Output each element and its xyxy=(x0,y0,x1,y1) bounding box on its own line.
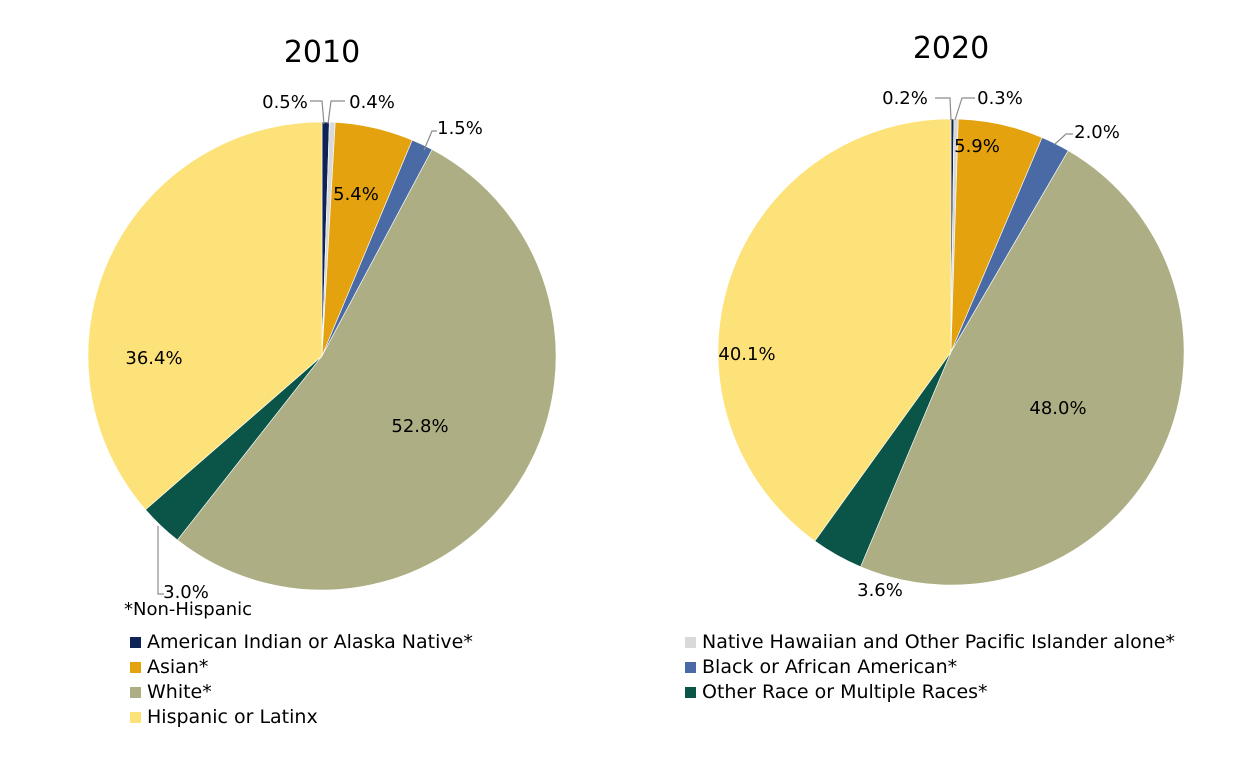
chart-title: 2010 xyxy=(284,35,360,70)
legend-swatch xyxy=(130,637,141,648)
data-label: 0.2% xyxy=(882,88,928,109)
data-label: 40.1% xyxy=(718,344,775,365)
data-label: 3.0% xyxy=(163,582,209,603)
legend-item: American Indian or Alaska Native* xyxy=(130,630,473,655)
legend-item: Hispanic or Latinx xyxy=(130,705,473,730)
legend-item: Other Race or Multiple Races* xyxy=(685,680,1175,705)
pie-slice xyxy=(860,150,1185,586)
legend-item: Native Hawaiian and Other Pacific Island… xyxy=(685,630,1175,655)
legend-swatch xyxy=(130,662,141,673)
data-label: 0.3% xyxy=(977,88,1023,109)
legend-left: American Indian or Alaska Native* Asian* W… xyxy=(130,630,473,730)
pie-slice xyxy=(176,149,557,591)
pie-chart-2020: 0.2% 0.3% 5.9% 2.0% 48.0% 3.6% 40.1% 2020 xyxy=(717,31,1185,601)
legend-label: Other Race or Multiple Races* xyxy=(702,681,988,703)
data-label: 2.0% xyxy=(1074,122,1120,143)
data-label: 0.5% xyxy=(262,92,308,113)
leader-line xyxy=(310,100,325,125)
data-label: 52.8% xyxy=(391,416,448,437)
legend-swatch xyxy=(685,662,696,673)
legend-right: Native Hawaiian and Other Pacific Island… xyxy=(685,630,1175,705)
pie-chart-2010: 0.5% 0.4% 5.4% 1.5% 52.8% 3.0% 36.4% 2010 xyxy=(87,35,557,603)
leader-line xyxy=(954,97,975,121)
legend-label: White* xyxy=(147,681,212,703)
legend-swatch xyxy=(685,687,696,698)
legend-label: Asian* xyxy=(147,656,209,678)
leader-line xyxy=(327,100,345,125)
legend-swatch xyxy=(130,687,141,698)
leader-line xyxy=(423,130,437,151)
legend-label: Native Hawaiian and Other Pacific Island… xyxy=(702,631,1175,653)
pie-slice xyxy=(717,118,952,542)
chart-title: 2020 xyxy=(913,31,989,66)
data-label: 5.4% xyxy=(333,184,379,205)
leader-line xyxy=(935,97,952,121)
leader-line xyxy=(157,526,164,595)
data-label: 36.4% xyxy=(125,348,182,369)
data-label: 0.4% xyxy=(349,92,395,113)
legend-swatch xyxy=(130,712,141,723)
legend-item: Asian* xyxy=(130,655,473,680)
legend-item: White* xyxy=(130,680,473,705)
legend-item: Black or African American* xyxy=(685,655,1175,680)
legend-label: Black or African American* xyxy=(702,656,958,678)
data-label: 1.5% xyxy=(437,118,483,139)
legend-swatch xyxy=(685,637,696,648)
leader-line xyxy=(1054,133,1073,145)
footnote: *Non-Hispanic xyxy=(124,599,253,620)
legend-label: Hispanic or Latinx xyxy=(147,706,318,728)
data-label: 3.6% xyxy=(857,580,903,601)
data-label: 48.0% xyxy=(1029,398,1086,419)
data-label: 5.9% xyxy=(954,136,1000,157)
legend-label: American Indian or Alaska Native* xyxy=(147,631,473,653)
pie-slice xyxy=(87,121,323,511)
